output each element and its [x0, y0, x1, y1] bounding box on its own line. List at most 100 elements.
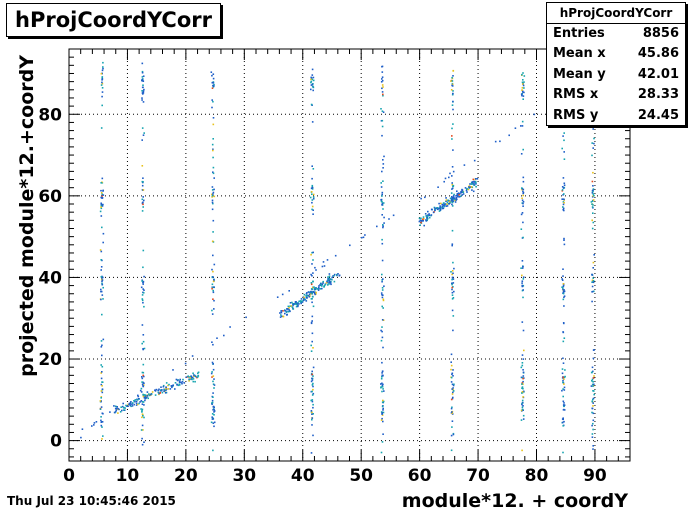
data-point [590, 385, 593, 387]
data-point [521, 449, 523, 452]
data-point [115, 409, 118, 411]
data-point [99, 400, 102, 402]
data-point [450, 434, 453, 437]
data-point [455, 196, 457, 199]
data-point [523, 87, 525, 89]
data-point [159, 392, 161, 394]
data-point [298, 303, 300, 305]
data-point [299, 300, 302, 302]
data-point [212, 375, 215, 377]
data-point [521, 376, 524, 379]
data-point [178, 380, 181, 382]
data-point [520, 213, 523, 216]
data-point [289, 310, 291, 313]
data-point [561, 190, 564, 192]
data-point [212, 449, 214, 452]
data-point [321, 285, 323, 287]
data-point [327, 277, 329, 280]
data-point [143, 275, 145, 278]
data-point [522, 190, 524, 193]
data-point [561, 278, 563, 280]
data-point [470, 183, 473, 185]
data-point [305, 300, 308, 302]
data-point [141, 416, 143, 419]
data-point [592, 199, 595, 201]
data-point [381, 193, 383, 196]
data-point [321, 283, 323, 286]
data-point [115, 410, 117, 413]
data-point [312, 272, 314, 274]
data-point [289, 305, 291, 307]
data-point [317, 286, 320, 289]
data-point [163, 388, 166, 391]
data-point [312, 347, 314, 349]
data-point [100, 396, 103, 398]
data-point [592, 398, 594, 401]
data-point [212, 100, 214, 103]
data-point [381, 382, 383, 385]
stats-label: Mean x [553, 46, 606, 62]
data-point [191, 378, 193, 381]
data-point [562, 135, 564, 137]
data-point [450, 398, 453, 401]
data-point [381, 84, 384, 86]
data-point [143, 416, 145, 419]
data-point [563, 383, 565, 385]
data-point [101, 195, 103, 197]
data-point [458, 196, 461, 198]
data-point [135, 404, 138, 406]
data-point [315, 291, 317, 294]
data-point [102, 67, 104, 70]
data-point [423, 224, 425, 227]
data-point [521, 402, 523, 405]
data-point [591, 203, 593, 205]
data-point [136, 403, 139, 406]
data-point [306, 292, 308, 294]
data-point [462, 191, 465, 193]
data-point [101, 391, 104, 394]
data-point [309, 293, 311, 296]
data-point [522, 201, 525, 203]
data-point [102, 276, 104, 279]
data-point [213, 83, 215, 86]
data-point [101, 205, 104, 207]
data-point [382, 307, 384, 309]
data-point [522, 414, 525, 417]
data-point [311, 301, 313, 304]
data-point [381, 384, 384, 387]
data-point [563, 243, 566, 246]
data-point [102, 435, 104, 437]
data-point [381, 390, 383, 393]
data-point [337, 273, 339, 275]
data-point [523, 91, 525, 94]
data-point [181, 381, 184, 383]
data-point [211, 193, 213, 196]
data-point [142, 75, 145, 77]
data-point [141, 127, 144, 129]
data-point [291, 306, 294, 308]
data-point [99, 249, 102, 251]
data-point [521, 282, 523, 284]
data-point [311, 186, 314, 189]
data-point [563, 295, 566, 297]
data-point [210, 421, 213, 424]
x-tick-label: 90 [583, 466, 607, 486]
data-point [562, 340, 565, 343]
data-point [161, 391, 164, 394]
data-point [592, 185, 594, 187]
data-point [317, 288, 319, 290]
stats-value: 24.45 [637, 107, 679, 123]
data-point [141, 189, 144, 191]
data-point [102, 66, 104, 68]
data-point [330, 283, 332, 286]
data-point [521, 321, 524, 323]
data-point [471, 181, 474, 184]
data-point [562, 400, 565, 403]
data-point [324, 283, 327, 286]
data-point [520, 125, 522, 127]
data-point [162, 384, 165, 387]
data-point [522, 176, 525, 179]
data-point [338, 274, 341, 277]
data-point [592, 277, 594, 279]
data-point [563, 193, 565, 195]
